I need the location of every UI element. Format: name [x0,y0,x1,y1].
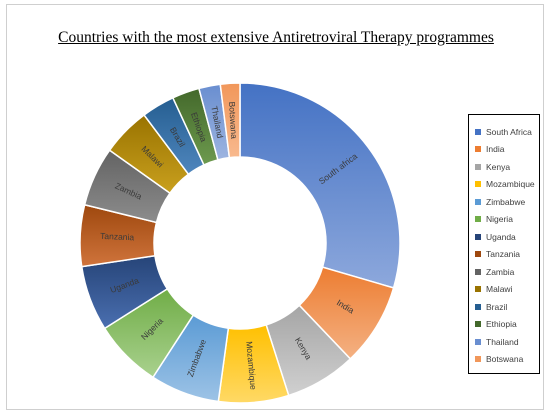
donut-chart: South africaIndiaKenyaMozambiqueZimbabwe… [79,82,401,404]
slice-label-mozambique: Mozambique [244,341,258,391]
legend-label: India [486,144,505,155]
legend-item-zambia: Zambia [475,263,539,281]
legend-swatch [475,163,481,170]
legend-swatch [475,146,481,153]
slice-south-africa [239,82,401,289]
legend-item-nigeria: Nigeria [475,211,539,229]
legend-swatch [475,268,481,275]
slice-label-tanzania: Tanzania [100,231,135,243]
legend-label: Ethiopia [486,319,517,330]
legend-swatch [475,216,481,223]
chart-legend: South Africa India Kenya Mozambique Zimbabwe… [468,114,540,374]
legend-swatch [475,128,481,135]
legend-swatch [475,198,481,205]
legend-label: Brazil [486,301,508,312]
legend-item-thailand: Thailand [475,333,539,351]
legend-swatch [475,233,481,240]
legend-item-kenya: Kenya [475,158,539,176]
legend-swatch [475,321,481,328]
legend-item-india: India [475,141,539,159]
legend-item-botswana: Botswana [475,351,539,369]
legend-label: Malawi [486,284,513,295]
legend-swatch [475,251,481,258]
legend-label: Nigeria [486,214,513,225]
legend-label: Botswana [486,354,524,365]
legend-label: Mozambique [486,179,535,190]
legend-label: Uganda [486,231,516,242]
legend-item-zimbabwe: Zimbabwe [475,193,539,211]
slice-botswana [219,82,241,159]
chart-title: Countries with the most extensive Antire… [58,29,494,46]
legend-swatch [475,356,481,363]
legend-label: Thailand [486,336,519,347]
legend-label: Zimbabwe [486,196,526,207]
legend-label: Zambia [486,266,515,277]
legend-swatch [475,286,481,293]
legend-item-tanzania: Tanzania [475,246,539,264]
legend-swatch [475,338,481,345]
chart-frame: Countries with the most extensive Antire… [6,4,544,410]
legend-label: South Africa [486,126,532,137]
slices-group [79,82,401,404]
legend-swatch [475,303,481,310]
legend-item-south-africa: South Africa [475,123,539,141]
legend-item-ethiopia: Ethiopia [475,316,539,334]
legend-item-mozambique: Mozambique [475,176,539,194]
legend-swatch [475,181,481,188]
legend-item-malawi: Malawi [475,281,539,299]
legend-item-uganda: Uganda [475,228,539,246]
legend-item-brazil: Brazil [475,298,539,316]
legend-label: Kenya [486,161,511,172]
legend-label: Tanzania [486,249,521,260]
slice-label-botswana: Botswana [227,101,239,139]
